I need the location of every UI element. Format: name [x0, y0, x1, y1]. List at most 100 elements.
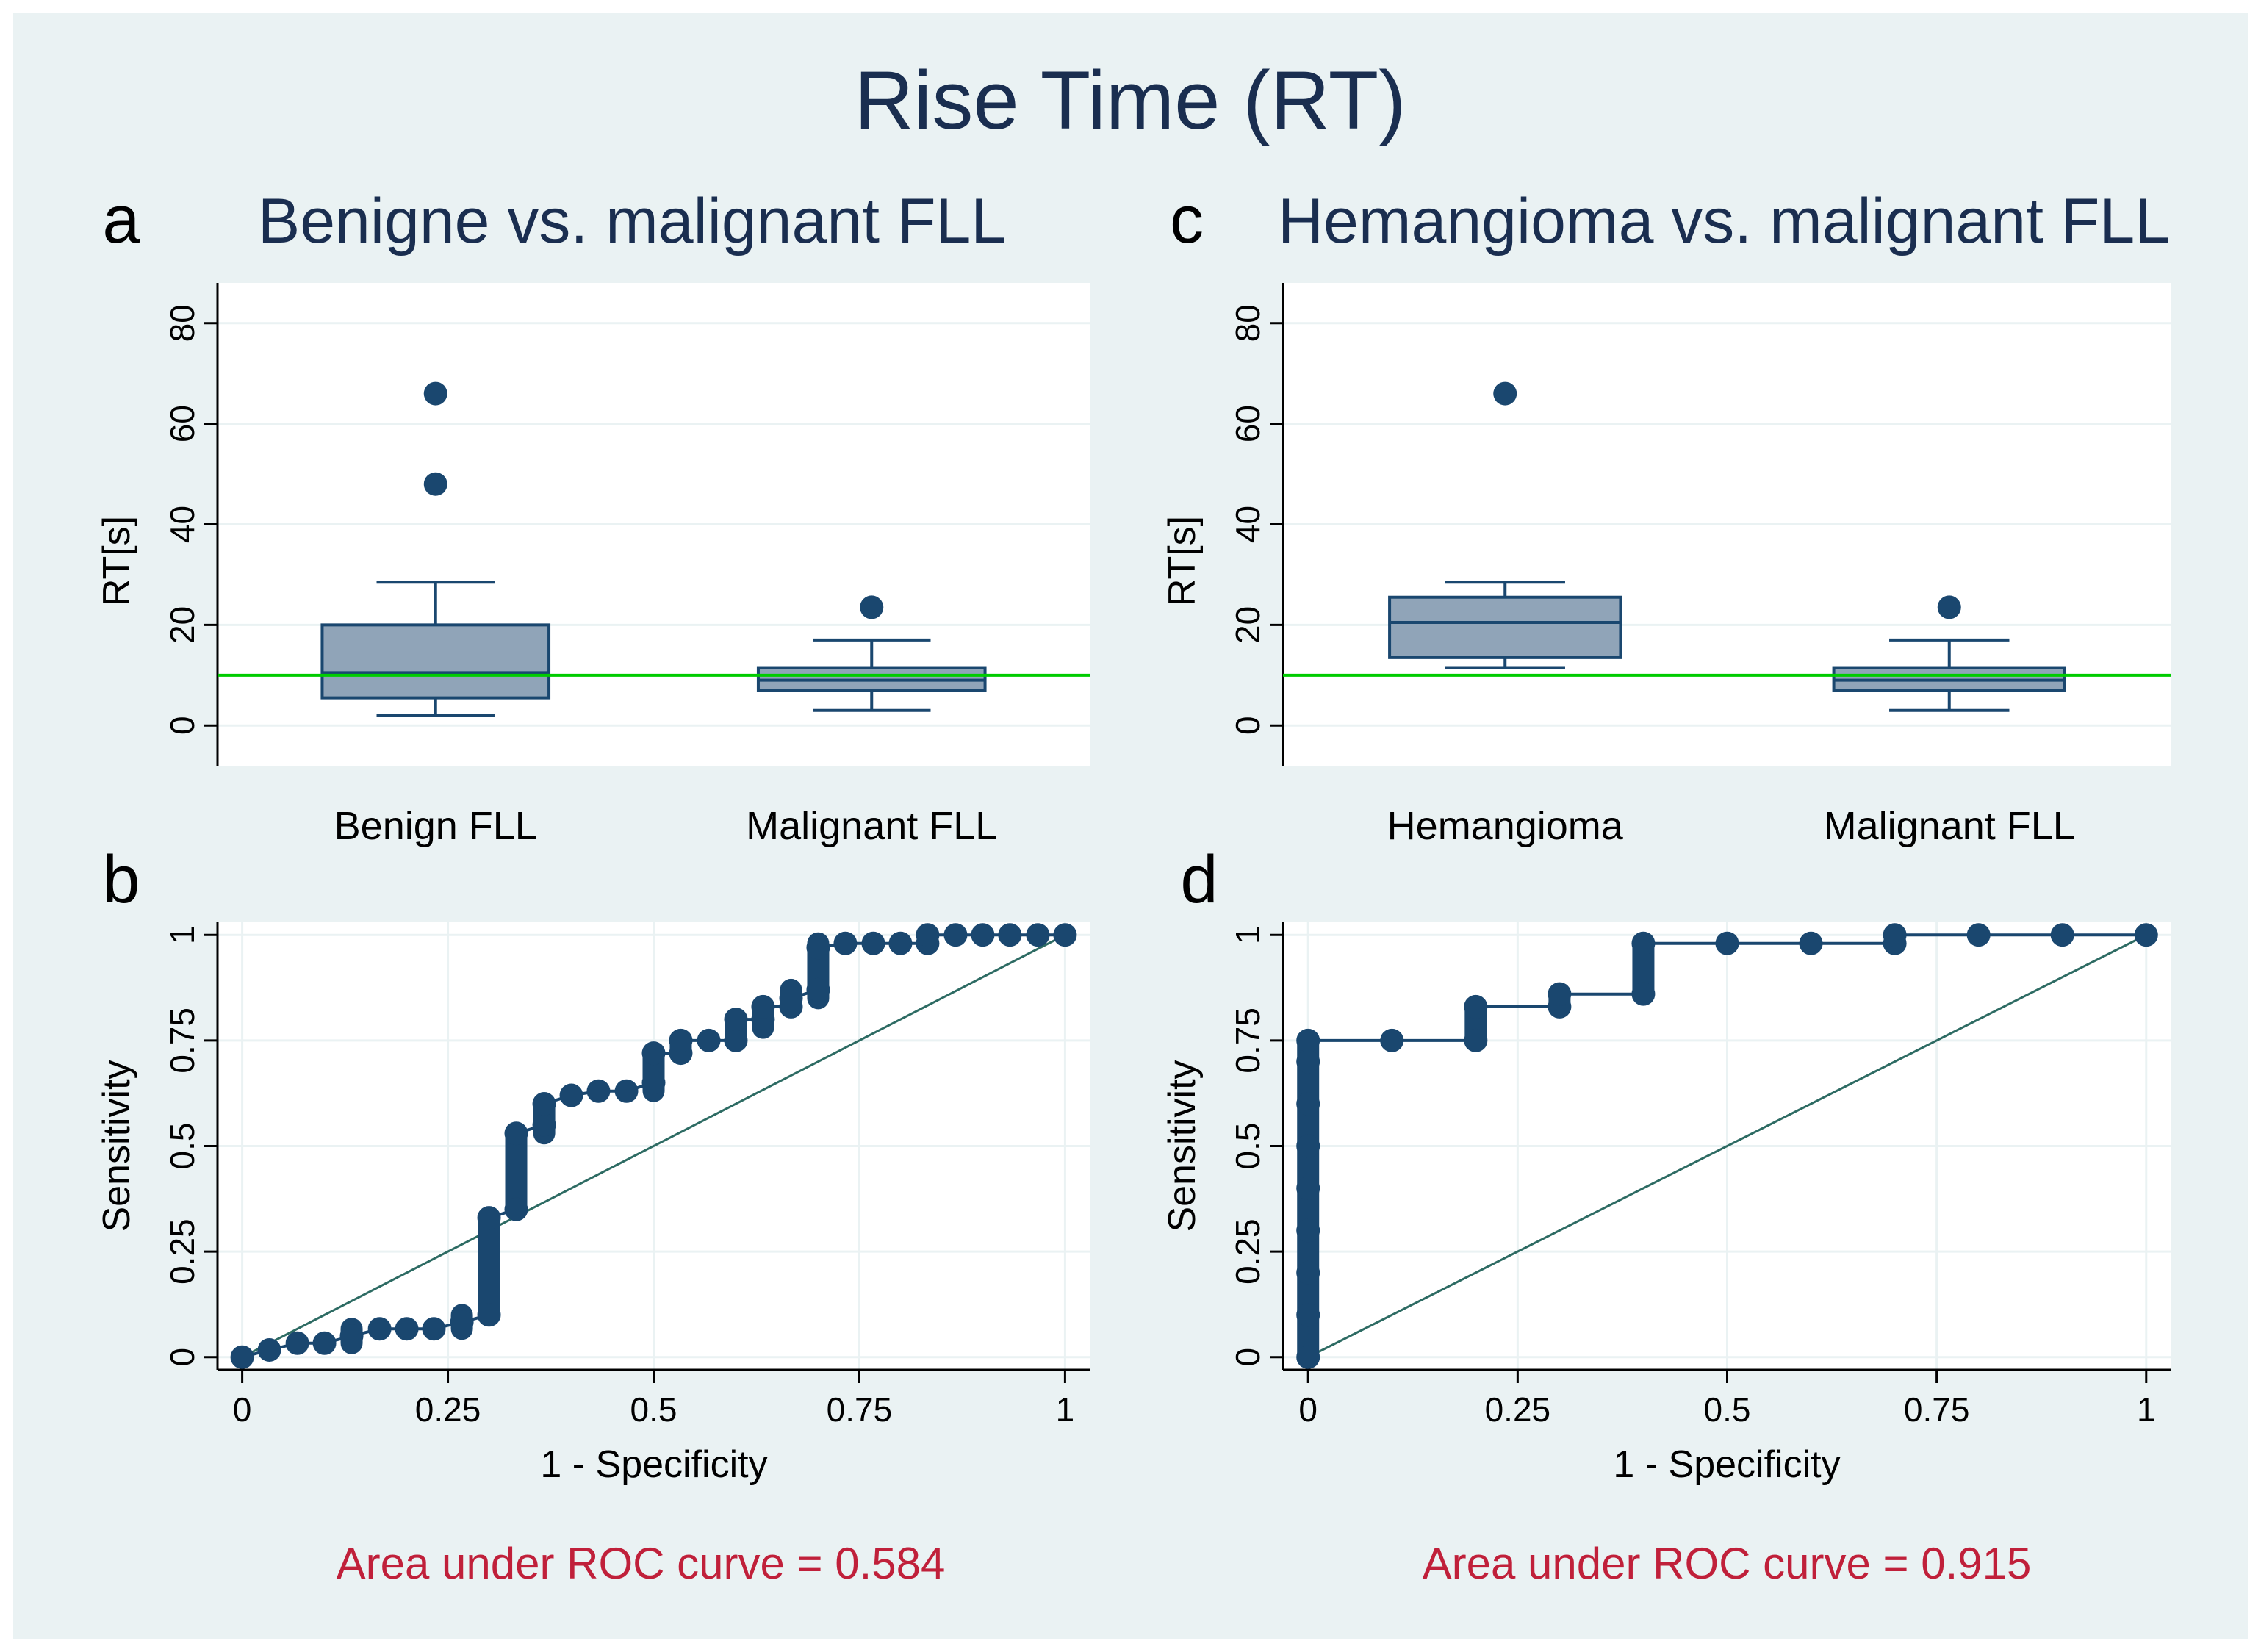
box-malignant-fll: [1832, 595, 2066, 712]
roc-point: [1296, 1134, 1320, 1158]
y-tick-label: 0.25: [163, 1218, 201, 1285]
roc-point: [504, 1121, 528, 1146]
auc-annotation: Area under ROC curve = 0.915: [1423, 1539, 2032, 1588]
panel-letter-b: b: [102, 842, 140, 917]
x-axis-label: 1 - Specificity: [1613, 1443, 1840, 1486]
outlier-point: [1937, 595, 1961, 620]
roc-point: [367, 1317, 392, 1341]
roc-point: [586, 1079, 611, 1103]
box-benign-fll: [320, 381, 551, 717]
roc-point: [2134, 923, 2158, 947]
roc-point: [1715, 931, 1739, 955]
roc-point: [1631, 931, 1656, 955]
box-malignant-fll: [756, 595, 987, 712]
roc-point: [477, 1206, 501, 1230]
roc-point: [943, 923, 968, 947]
y-tick-label: 40: [1229, 506, 1267, 543]
panel-a: a Benigne vs. malignant FLL 0 20 40 60 80 RT[s]…: [96, 182, 1090, 848]
roc-point: [1053, 923, 1077, 947]
roc-point: [971, 923, 995, 947]
panel-b: b 0 0.25 0.5 0.75 1 0 0.25 0.5 0.75 1 Sensitivity 1 …: [96, 842, 1090, 1588]
roc-point: [1296, 1303, 1320, 1327]
x-tick-label: 0.25: [415, 1390, 481, 1429]
y-axis-label: Sensitivity: [96, 1060, 138, 1232]
y-tick-label: 0: [163, 1348, 201, 1367]
roc-point: [230, 1345, 254, 1369]
panel-letter-a: a: [102, 182, 140, 257]
roc-point: [669, 1028, 693, 1052]
roc-point: [1296, 1028, 1320, 1052]
roc-point: [1380, 1028, 1404, 1052]
y-tick-label: 80: [163, 304, 201, 342]
x-tick-label: 0: [233, 1390, 252, 1429]
x-tick-label: 0.75: [827, 1390, 893, 1429]
panel-c: c Hemangioma vs. malignant FLL 0 20 40 60 80 RT…: [1161, 182, 2171, 848]
panel-letter-c: c: [1170, 182, 1204, 257]
category-label: Hemangioma: [1387, 804, 1624, 848]
panel-d: d 0 0.25 0.5 0.75 1 0 0.25 0.5 0.75 1 Sensitivity 1 …: [1161, 842, 2171, 1588]
y-axis-label: Sensitivity: [1161, 1060, 1204, 1232]
y-tick-label: 0.5: [1229, 1123, 1267, 1170]
box-iqr: [1388, 595, 1622, 659]
roc-point: [806, 935, 830, 960]
roc-point: [1296, 1345, 1320, 1369]
chance-diagonal: [1307, 933, 2147, 1359]
y-tick-label: 0: [1229, 716, 1267, 735]
y-tick-label: 0: [163, 716, 201, 735]
y-axis-label: RT[s]: [96, 516, 138, 606]
category-label: Benign FLL: [334, 804, 537, 848]
category-label: Malignant FLL: [1824, 804, 2075, 848]
y-tick-label: 60: [1229, 405, 1267, 442]
panels: a Benigne vs. malignant FLL 0 20 40 60 80 RT[s]…: [96, 182, 2171, 1588]
y-tick-label: 0.75: [163, 1008, 201, 1074]
roc-point: [1966, 923, 1991, 947]
roc-point: [1631, 982, 1656, 1006]
roc-point: [532, 1092, 556, 1116]
roc-point: [1296, 1049, 1320, 1074]
y-tick-label: 0.25: [1229, 1218, 1267, 1285]
roc-point: [724, 1008, 748, 1032]
x-tick-label: 0.25: [1485, 1390, 1551, 1429]
roc-point: [916, 923, 940, 947]
roc-point: [1296, 1260, 1320, 1285]
outlier-point: [1493, 381, 1517, 406]
x-tick-label: 0.5: [1704, 1390, 1751, 1429]
panel-title: Hemangioma vs. malignant FLL: [1278, 186, 2170, 256]
y-tick-label: 0.5: [163, 1123, 201, 1170]
y-tick-label: 1: [1229, 925, 1267, 944]
roc-point: [559, 1083, 583, 1107]
roc-point: [312, 1331, 337, 1355]
figure-title: Rise Time (RT): [855, 54, 1406, 146]
category-label: Malignant FLL: [746, 804, 997, 848]
x-tick-label: 0.5: [630, 1390, 677, 1429]
x-tick-label: 1: [2137, 1390, 2156, 1429]
panel-title: Benigne vs. malignant FLL: [258, 186, 1006, 256]
roc-point: [888, 931, 913, 955]
roc-point: [806, 977, 830, 1002]
roc-point: [532, 1113, 556, 1137]
y-tick-label: 40: [163, 506, 201, 543]
roc-point: [998, 923, 1022, 947]
roc-point: [614, 1079, 639, 1103]
roc-point: [1296, 1092, 1320, 1116]
roc-point: [641, 1071, 666, 1095]
y-tick-label: 1: [163, 925, 201, 944]
roc-point: [1548, 982, 1572, 1006]
y-tick-label: 20: [1229, 606, 1267, 644]
roc-point: [1464, 994, 1488, 1019]
roc-point: [257, 1337, 281, 1362]
roc-point: [1296, 1218, 1320, 1243]
roc-point: [1883, 923, 1907, 947]
x-tick-label: 0.75: [1904, 1390, 1970, 1429]
chance-diagonal: [241, 933, 1066, 1359]
panel-letter-d: d: [1180, 842, 1218, 917]
roc-point: [450, 1310, 474, 1335]
roc-point: [724, 1028, 748, 1052]
roc-point: [833, 931, 858, 955]
box-iqr: [320, 623, 551, 700]
roc-point: [422, 1317, 446, 1341]
y-tick-label: 80: [1229, 304, 1267, 342]
roc-point: [395, 1317, 419, 1341]
roc-point: [2050, 923, 2074, 947]
roc-point: [779, 986, 803, 1010]
